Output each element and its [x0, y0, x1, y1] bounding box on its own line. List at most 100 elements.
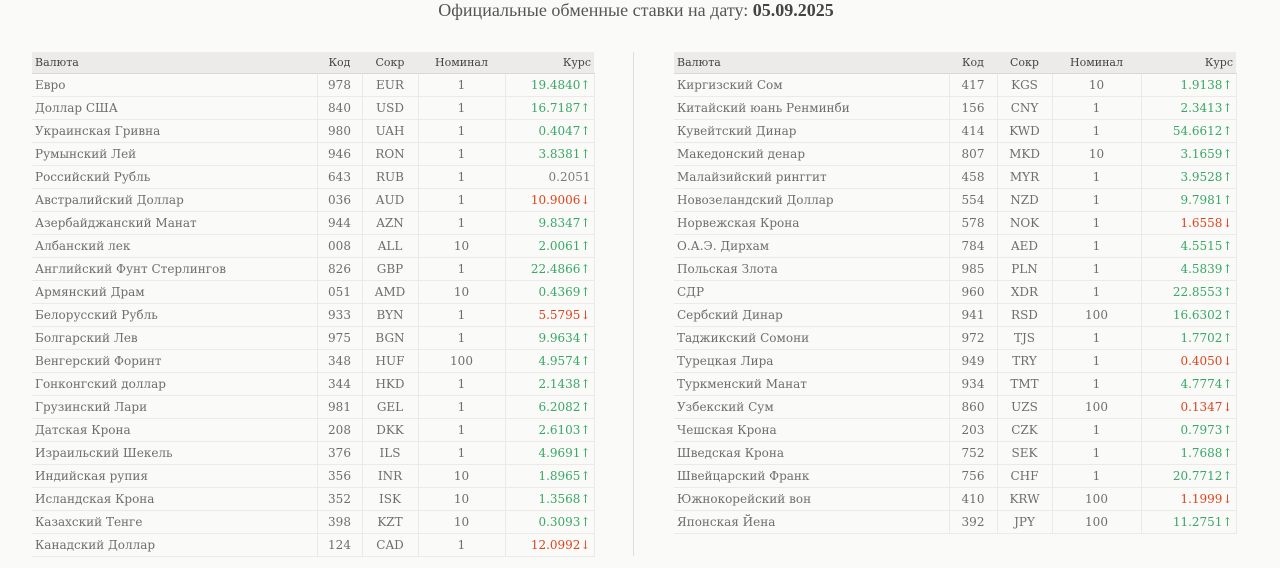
- currency-code-cell: 008: [316, 234, 362, 258]
- column-header-abbr[interactable]: Сокр: [362, 52, 418, 74]
- page-title-date: 05.09.2025: [752, 0, 834, 20]
- currency-name-cell: О.А.Э. Дирхам: [674, 234, 949, 258]
- table-row: Македонский денар 807 MKD 10 3.1659↑: [674, 142, 1237, 166]
- table-row: Сербский Динар 941 RSD 100 16.6302↑: [674, 303, 1237, 327]
- column-header-abbr[interactable]: Сокр: [997, 52, 1052, 74]
- currency-rate-cell: 1.3568↑: [504, 487, 595, 511]
- currency-name-cell: Чешская Крона: [674, 418, 949, 442]
- currency-name-cell: Туркменский Манат: [674, 372, 949, 396]
- table-row: Швейцарский Франк 756 CHF 1 20.7712↑: [674, 464, 1237, 488]
- column-header-currency[interactable]: Валюта: [32, 52, 317, 74]
- currency-code-cell: 860: [948, 395, 997, 419]
- currency-code-cell: 643: [316, 165, 362, 189]
- currency-code-cell: 941: [948, 303, 997, 327]
- currency-nominal-cell: 1: [1051, 349, 1141, 373]
- currency-abbr-cell: SEK: [996, 441, 1052, 465]
- currency-name-cell: Румынский Лей: [32, 142, 317, 166]
- currency-code-cell: 458: [948, 165, 997, 189]
- currency-code-cell: 036: [316, 188, 362, 212]
- currency-name-cell: Польская Злота: [674, 257, 949, 281]
- currency-rate-cell: 22.8553↑: [1140, 280, 1237, 304]
- column-header-rate[interactable]: Курс: [505, 52, 594, 74]
- table-row: Норвежская Крона 578 NOK 1 1.6558↓: [674, 211, 1237, 235]
- currency-nominal-cell: 1: [1051, 326, 1141, 350]
- currency-nominal-cell: 1: [1051, 234, 1141, 258]
- currency-nominal-cell: 1: [1051, 257, 1141, 281]
- currency-rate-cell: 22.4866↑: [504, 257, 595, 281]
- currency-name-cell: Азербайджанский Манат: [32, 211, 317, 235]
- currency-abbr-cell: AED: [996, 234, 1052, 258]
- currency-nominal-cell: 10: [1051, 73, 1141, 97]
- currency-abbr-cell: ILS: [361, 441, 418, 465]
- currency-code-cell: 348: [316, 349, 362, 373]
- currency-rate-cell: 11.2751↑: [1140, 510, 1237, 534]
- currency-abbr-cell: HUF: [361, 349, 418, 373]
- table-row: Белорусский Рубль 933 BYN 1 5.5795↓: [32, 303, 595, 327]
- currency-abbr-cell: BYN: [361, 303, 418, 327]
- currency-rate-cell: 20.7712↑: [1140, 464, 1237, 488]
- table-row: Доллар США 840 USD 1 16.7187↑: [32, 96, 595, 120]
- currency-abbr-cell: USD: [361, 96, 418, 120]
- currency-abbr-cell: RON: [361, 142, 418, 166]
- table-row: Исландская Крона 352 ISK 10 1.3568↑: [32, 487, 595, 511]
- column-header-currency[interactable]: Валюта: [674, 52, 949, 74]
- currency-name-cell: Албанский лек: [32, 234, 317, 258]
- currency-rate-cell: 19.4840↑: [504, 73, 595, 97]
- currency-code-cell: 826: [316, 257, 362, 281]
- currency-nominal-cell: 1: [417, 257, 505, 281]
- table-row: Датская Крона 208 DKK 1 2.6103↑: [32, 418, 595, 442]
- currency-code-cell: 944: [316, 211, 362, 235]
- currency-rate-cell: 3.8381↑: [504, 142, 595, 166]
- currency-rate-cell: 16.7187↑: [504, 96, 595, 120]
- currency-name-cell: Болгарский Лев: [32, 326, 317, 350]
- currency-nominal-cell: 1: [1051, 418, 1141, 442]
- currency-code-cell: 208: [316, 418, 362, 442]
- currency-name-cell: Белорусский Рубль: [32, 303, 317, 327]
- currency-nominal-cell: 100: [1051, 303, 1141, 327]
- table-row: Болгарский Лев 975 BGN 1 9.9634↑: [32, 326, 595, 350]
- currency-rate-cell: 0.1347↓: [1140, 395, 1237, 419]
- currency-code-cell: 344: [316, 372, 362, 396]
- currency-nominal-cell: 100: [1051, 510, 1141, 534]
- currency-rate-cell: 1.8965↑: [504, 464, 595, 488]
- currency-name-cell: Норвежская Крона: [674, 211, 949, 235]
- column-header-nominal[interactable]: Номинал: [418, 52, 505, 74]
- currency-abbr-cell: MYR: [996, 165, 1052, 189]
- table-header-row: Валюта Код Сокр Номинал Курс: [674, 52, 1236, 74]
- currency-name-cell: Кувейтский Динар: [674, 119, 949, 143]
- currency-name-cell: Доллар США: [32, 96, 317, 120]
- column-header-nominal[interactable]: Номинал: [1052, 52, 1141, 74]
- currency-code-cell: 398: [316, 510, 362, 534]
- currency-abbr-cell: KZT: [361, 510, 418, 534]
- currency-code-cell: 051: [316, 280, 362, 304]
- currency-code-cell: 410: [948, 487, 997, 511]
- currency-nominal-cell: 1: [1051, 188, 1141, 212]
- currency-nominal-cell: 1: [417, 73, 505, 97]
- currency-abbr-cell: CAD: [361, 533, 418, 557]
- currency-rate-cell: 0.2051: [504, 165, 595, 189]
- column-header-rate[interactable]: Курс: [1141, 52, 1236, 74]
- currency-abbr-cell: TMT: [996, 372, 1052, 396]
- currency-rate-cell: 2.1438↑: [504, 372, 595, 396]
- currency-code-cell: 554: [948, 188, 997, 212]
- currency-name-cell: Английский Фунт Стерлингов: [32, 257, 317, 281]
- table-header-row: Валюта Код Сокр Номинал Курс: [32, 52, 594, 74]
- currency-abbr-cell: KGS: [996, 73, 1052, 97]
- currency-name-cell: Южнокорейский вон: [674, 487, 949, 511]
- currency-rate-cell: 12.0992↓: [504, 533, 595, 557]
- currency-code-cell: 392: [948, 510, 997, 534]
- currency-abbr-cell: ISK: [361, 487, 418, 511]
- currency-code-cell: 756: [948, 464, 997, 488]
- table-row: СДР 960 XDR 1 22.8553↑: [674, 280, 1237, 304]
- table-row: Гонконгский доллар 344 HKD 1 2.1438↑: [32, 372, 595, 396]
- currency-nominal-cell: 10: [417, 510, 505, 534]
- currency-code-cell: 807: [948, 142, 997, 166]
- currency-abbr-cell: NZD: [996, 188, 1052, 212]
- currency-rate-cell: 2.3413↑: [1140, 96, 1237, 120]
- column-header-code[interactable]: Код: [949, 52, 997, 74]
- currency-code-cell: 752: [948, 441, 997, 465]
- currency-rate-cell: 5.5795↓: [504, 303, 595, 327]
- table-row: Шведская Крона 752 SEK 1 1.7688↑: [674, 441, 1237, 465]
- currency-abbr-cell: EUR: [361, 73, 418, 97]
- column-header-code[interactable]: Код: [317, 52, 362, 74]
